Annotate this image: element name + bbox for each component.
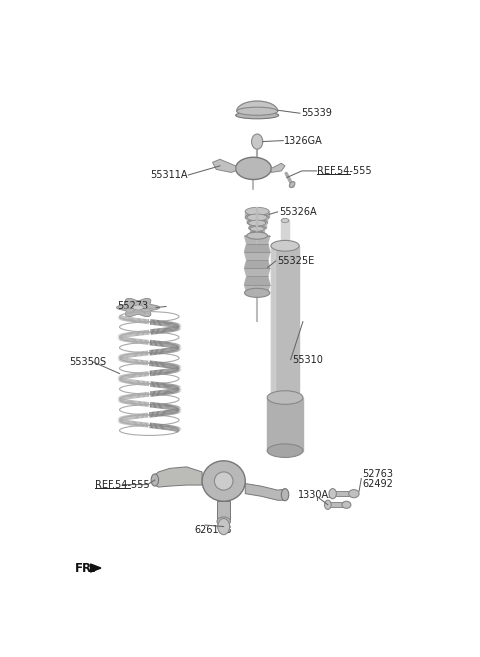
Ellipse shape xyxy=(249,225,266,231)
Polygon shape xyxy=(244,277,270,284)
Polygon shape xyxy=(91,564,101,572)
Ellipse shape xyxy=(267,391,303,404)
Text: 55273: 55273 xyxy=(118,302,149,311)
Polygon shape xyxy=(271,246,275,397)
Polygon shape xyxy=(244,260,270,268)
Polygon shape xyxy=(271,164,285,172)
Ellipse shape xyxy=(245,214,269,221)
Polygon shape xyxy=(333,491,354,496)
Polygon shape xyxy=(251,235,263,238)
Text: 62492: 62492 xyxy=(362,478,393,489)
Polygon shape xyxy=(247,217,267,223)
Polygon shape xyxy=(250,229,264,233)
Polygon shape xyxy=(155,467,202,487)
Ellipse shape xyxy=(281,489,289,501)
Text: 55325E: 55325E xyxy=(277,256,314,266)
Ellipse shape xyxy=(250,227,264,231)
Polygon shape xyxy=(281,221,289,240)
Ellipse shape xyxy=(251,237,263,240)
Ellipse shape xyxy=(252,134,263,149)
Ellipse shape xyxy=(324,500,331,509)
Ellipse shape xyxy=(244,288,270,298)
Text: REF.54-555: REF.54-555 xyxy=(96,480,150,489)
Text: 55326A: 55326A xyxy=(279,207,316,217)
Polygon shape xyxy=(328,502,347,507)
Polygon shape xyxy=(245,484,285,500)
Ellipse shape xyxy=(249,220,266,226)
Ellipse shape xyxy=(251,233,263,237)
Ellipse shape xyxy=(267,444,303,457)
Polygon shape xyxy=(244,252,270,260)
Polygon shape xyxy=(267,397,303,451)
Text: 55311A: 55311A xyxy=(150,170,187,180)
Ellipse shape xyxy=(348,489,359,498)
Ellipse shape xyxy=(245,208,269,215)
Polygon shape xyxy=(237,101,277,111)
Polygon shape xyxy=(133,305,144,310)
Ellipse shape xyxy=(247,214,267,221)
Polygon shape xyxy=(244,268,270,277)
Polygon shape xyxy=(117,298,160,317)
Ellipse shape xyxy=(218,518,229,535)
Ellipse shape xyxy=(247,219,267,226)
Polygon shape xyxy=(244,236,270,244)
Polygon shape xyxy=(249,223,266,228)
Ellipse shape xyxy=(217,517,230,526)
Polygon shape xyxy=(271,246,299,397)
Ellipse shape xyxy=(342,501,351,509)
Text: 55310: 55310 xyxy=(292,355,323,365)
Ellipse shape xyxy=(151,474,158,486)
Ellipse shape xyxy=(236,112,279,119)
Ellipse shape xyxy=(281,219,289,223)
Text: 55339: 55339 xyxy=(301,108,332,118)
Text: 1330AA: 1330AA xyxy=(298,489,336,500)
Ellipse shape xyxy=(271,392,299,403)
Text: FR.: FR. xyxy=(75,562,97,574)
Polygon shape xyxy=(244,284,270,293)
Ellipse shape xyxy=(329,489,336,499)
Ellipse shape xyxy=(247,232,267,239)
Ellipse shape xyxy=(236,157,271,179)
Text: 52763: 52763 xyxy=(362,470,394,480)
Polygon shape xyxy=(244,244,270,252)
Polygon shape xyxy=(245,212,269,217)
Ellipse shape xyxy=(202,461,245,501)
Text: 55350S: 55350S xyxy=(69,357,107,367)
Text: 62618B: 62618B xyxy=(194,525,231,535)
Ellipse shape xyxy=(237,107,277,115)
Text: REF.54-555: REF.54-555 xyxy=(317,166,372,176)
Text: 1326GA: 1326GA xyxy=(284,135,323,146)
Ellipse shape xyxy=(271,240,299,251)
Ellipse shape xyxy=(215,472,233,490)
Polygon shape xyxy=(217,501,230,522)
Ellipse shape xyxy=(250,231,264,236)
Ellipse shape xyxy=(289,181,295,187)
Polygon shape xyxy=(213,159,236,172)
